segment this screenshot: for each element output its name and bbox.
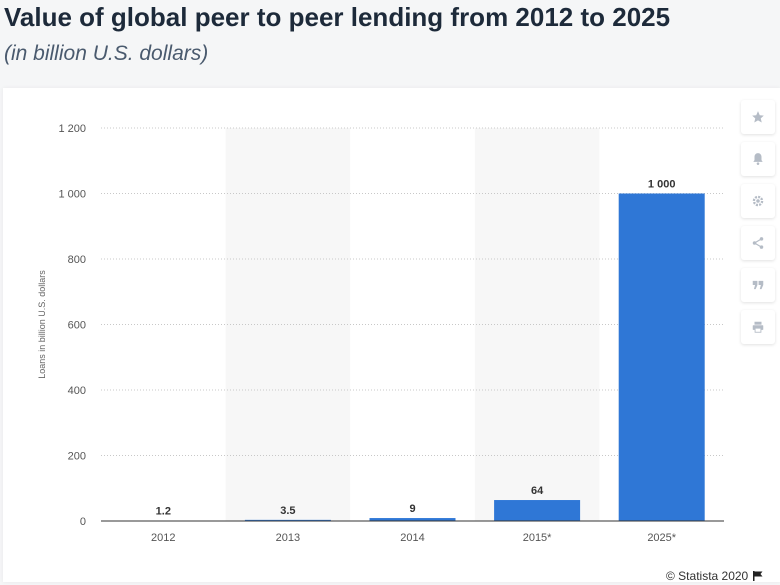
bar (244, 519, 331, 521)
y-tick-label: 1 000 (58, 189, 86, 201)
page-subtitle: (in billion U.S. dollars) (4, 42, 209, 65)
x-tick-label: 2015* (523, 532, 552, 544)
value-label: 1.2 (156, 506, 171, 518)
share-icon (752, 237, 764, 249)
bar (618, 193, 705, 521)
quote-icon (752, 280, 764, 290)
y-tick-label: 800 (68, 254, 86, 266)
value-label: 64 (531, 485, 544, 497)
bar (369, 518, 456, 521)
y-tick-label: 600 (68, 320, 86, 332)
print-button[interactable] (741, 310, 775, 344)
cite-button[interactable] (741, 268, 775, 302)
star-icon (752, 111, 764, 123)
x-tick-label: 2012 (151, 532, 175, 544)
favorite-button[interactable] (741, 100, 775, 134)
share-button[interactable] (741, 226, 775, 260)
notification-button[interactable] (741, 142, 775, 176)
gear-icon (752, 195, 764, 207)
x-tick-label: 2014 (400, 532, 424, 544)
y-tick-label: 200 (68, 451, 86, 463)
value-label: 1 000 (648, 179, 676, 191)
x-tick-label: 2013 (276, 532, 300, 544)
bar-chart: 0 200 400 600 800 1 000 1 200 Loans in billion … (37, 123, 724, 544)
settings-button[interactable] (741, 184, 775, 218)
background-band (474, 128, 600, 521)
value-label: 3.5 (280, 505, 295, 517)
chart-toolbar (741, 100, 775, 352)
credit-text: © Statista 2020 (666, 569, 749, 583)
value-label: 9 (409, 503, 415, 515)
bell-icon (753, 153, 763, 165)
y-axis-label: Loans in billion U.S. dollars (37, 270, 47, 379)
x-tick-label: 2025* (647, 532, 676, 544)
statista-credit[interactable]: © Statista 2020 (666, 569, 764, 583)
y-tick-label: 0 (80, 516, 86, 528)
y-tick-label: 400 (68, 385, 86, 397)
flag-icon (753, 571, 763, 581)
print-icon (752, 321, 764, 333)
page-title: Value of global peer to peer lending fro… (4, 2, 671, 32)
y-tick-label: 1 200 (58, 123, 86, 135)
bar (494, 500, 581, 521)
